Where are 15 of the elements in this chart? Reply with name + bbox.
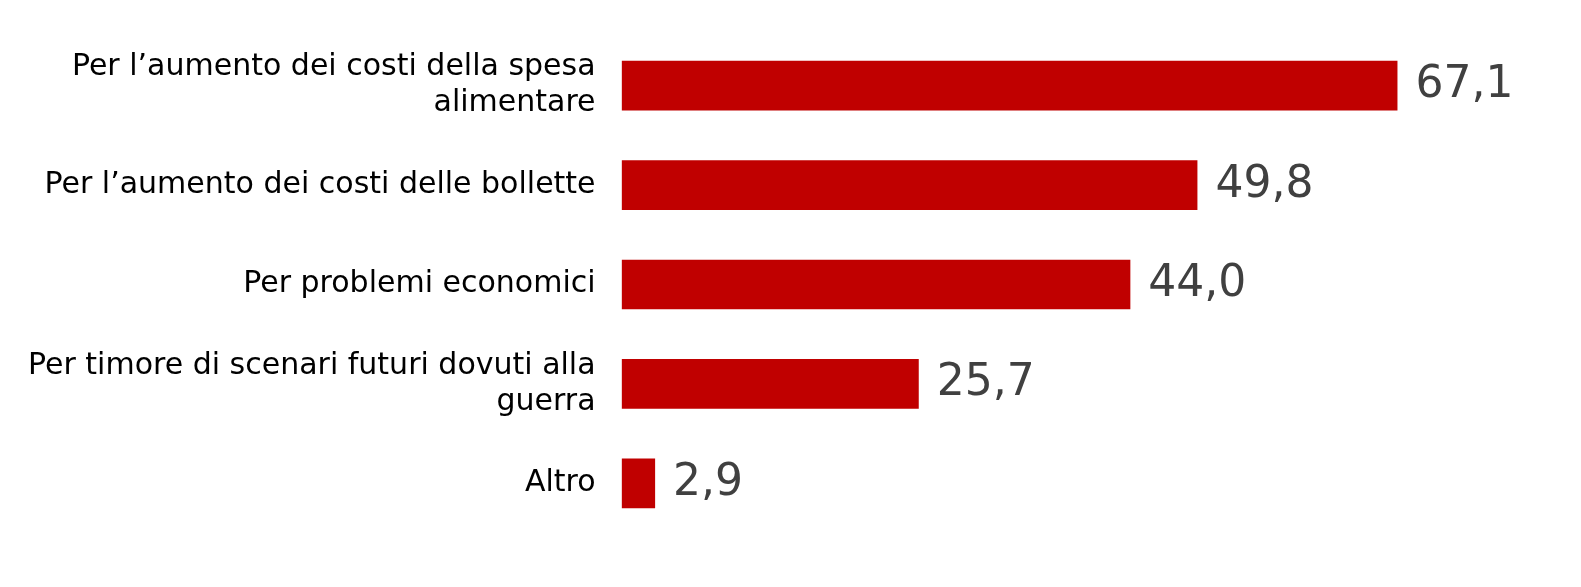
data-label: 25,7 — [936, 354, 1035, 406]
y-tick-label: Per problemi economici — [243, 264, 596, 300]
bar — [621, 359, 919, 409]
data-label: 49,8 — [1215, 155, 1314, 207]
bar — [621, 60, 1398, 111]
y-tick-label: Per l’aumento dei costi delle bollette — [44, 164, 596, 200]
y-tick-label: Altro — [524, 463, 596, 499]
data-label: 44,0 — [1148, 254, 1247, 306]
bar — [621, 259, 1131, 310]
data-label: 67,1 — [1415, 56, 1514, 108]
y-tick-label: Per timore di scenari futuri dovuti alla guerra — [27, 345, 596, 417]
bar — [621, 160, 1198, 210]
y-tick-label: Per l’aumento dei costi della spesa alimentare — [71, 47, 596, 119]
bar — [621, 458, 656, 509]
data-label: 2,9 — [673, 453, 744, 505]
